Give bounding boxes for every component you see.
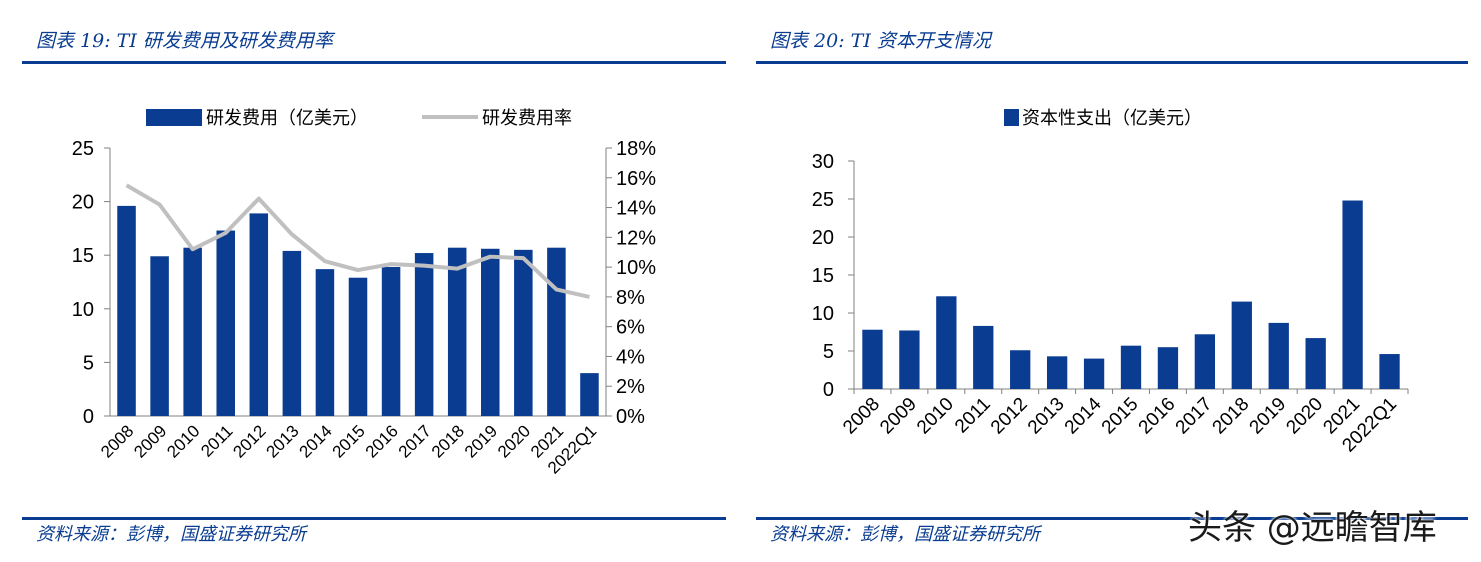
- bar-capex: [936, 296, 957, 389]
- figure-20-title: 图表 20: TI 资本开支情况: [770, 30, 991, 52]
- x-tick-label: 2019: [1246, 394, 1291, 439]
- bar-capex: [973, 325, 994, 389]
- y-tick-label: 10: [72, 299, 94, 321]
- line-rd-ratio: [125, 183, 590, 299]
- source-divider: [22, 517, 726, 520]
- bar-rd-expense: [315, 269, 335, 416]
- legend-label-bar: 资本性支出（亿美元）: [1022, 108, 1202, 128]
- x-tick-label: 2017: [1172, 394, 1217, 439]
- x-tick-label: 2014: [296, 421, 336, 461]
- y-tick-label: 0: [823, 379, 834, 401]
- y2-tick-label: 2%: [616, 376, 645, 398]
- x-tick-label: 2019: [461, 421, 501, 461]
- y2-tick-label: 18%: [616, 138, 656, 160]
- bar-capex: [862, 329, 883, 389]
- y2-tick-label: 0%: [616, 406, 645, 428]
- bar-capex: [1010, 350, 1031, 389]
- y-tick-label: 5: [83, 352, 94, 374]
- y-tick-label: 20: [812, 227, 834, 249]
- y-tick-label: 30: [812, 151, 834, 173]
- figure-20-source: 资料来源：彭博，国盛证券研究所: [770, 524, 1040, 545]
- x-tick-label: 2020: [494, 421, 534, 461]
- bar-rd-expense: [216, 230, 235, 416]
- x-tick-label: 2012: [987, 394, 1032, 439]
- bar-capex: [1157, 347, 1179, 389]
- title-divider: [22, 61, 726, 64]
- y2-tick-label: 16%: [616, 168, 656, 190]
- bar-capex: [1046, 356, 1068, 389]
- legend-swatch-bar: [1004, 109, 1019, 126]
- bar-rd-expense: [183, 247, 202, 416]
- bar-capex: [1231, 301, 1252, 389]
- bar-capex: [1083, 358, 1105, 389]
- x-tick-label: 2009: [876, 394, 921, 439]
- bar-rd-expense: [150, 256, 169, 416]
- y-tick-label: 0: [83, 406, 94, 428]
- y2-tick-label: 8%: [616, 287, 645, 309]
- bar-rd-expense: [117, 205, 136, 416]
- y-tick-label: 15: [72, 245, 94, 267]
- bar-rd-expense: [381, 266, 401, 416]
- x-tick-label: 2012: [229, 421, 269, 461]
- x-tick-label: 2008: [97, 421, 137, 461]
- x-tick-label: 2015: [1098, 394, 1143, 439]
- watermark-text: 头条 @远瞻智库: [1188, 508, 1437, 548]
- bar-capex: [899, 330, 920, 389]
- x-tick-label: 2018: [1209, 394, 1254, 439]
- bar-rd-expense: [481, 248, 500, 416]
- bar-rd-expense: [547, 247, 566, 416]
- bar-capex: [1305, 338, 1326, 389]
- legend-label-bar: 研发费用（亿美元）: [206, 108, 368, 128]
- capex-chart: 0 5 10 15 20 25 30 2008200920102011201220132014…: [812, 108, 1409, 456]
- y-tick-label: 25: [72, 138, 94, 160]
- bar-rd-expense: [282, 250, 302, 416]
- bar-capex: [1194, 334, 1216, 389]
- x-tick-label: 2015: [329, 421, 369, 461]
- x-tick-label: 2011: [197, 421, 236, 460]
- legend-label-line: 研发费用率: [482, 108, 572, 128]
- bar-rd-expense: [414, 253, 434, 416]
- figure-19-source: 资料来源：彭博，国盛证券研究所: [36, 524, 306, 545]
- x-tick-label: 2017: [395, 421, 435, 461]
- x-tick-label: 2016: [362, 421, 402, 461]
- x-tick-label: 2011: [951, 394, 995, 438]
- x-tick-label: 2018: [428, 421, 468, 461]
- y2-tick-label: 12%: [616, 227, 656, 249]
- x-tick-label: 2009: [130, 421, 170, 461]
- bar-capex: [1379, 354, 1400, 389]
- bar-rd-expense: [447, 247, 467, 416]
- y2-tick-label: 14%: [616, 198, 656, 220]
- x-tick-label: 2008: [839, 394, 884, 439]
- capex-figure: 图表 20: TI 资本开支情况 0 5 10 15 20 25 30 2008 2009 201…: [756, 0, 1468, 562]
- rd-expense-chart: 05101520250%2%4%6%8%10%12%14%16%18%20082…: [72, 108, 656, 478]
- y-tick-label: 10: [812, 303, 834, 325]
- source-divider: [756, 517, 1468, 520]
- y-tick-label: 20: [72, 192, 94, 214]
- bar-rd-expense: [580, 373, 599, 416]
- x-tick-label: 2016: [1135, 394, 1180, 439]
- bar-rd-expense: [514, 249, 533, 416]
- bar-capex: [1342, 200, 1363, 389]
- x-tick-label: 2013: [1024, 394, 1069, 439]
- x-tick-label: 2010: [163, 421, 203, 461]
- y-tick-label: 25: [812, 189, 834, 211]
- rd-expense-figure: 图表 19: TI 研发费用及研发费用率 0 5 10 15 20 25 0% 2% 4% 6% 8…: [22, 0, 726, 562]
- y-tick-label: 15: [812, 265, 834, 287]
- title-divider: [756, 61, 1468, 64]
- legend-swatch-bar: [146, 109, 202, 126]
- x-tick-label: 2010: [913, 394, 958, 439]
- x-tick-label: 2013: [263, 421, 303, 461]
- x-tick-label: 2014: [1061, 393, 1106, 438]
- y-tick-label: 5: [823, 341, 834, 363]
- figure-19-title: 图表 19: TI 研发费用及研发费用率: [36, 30, 333, 52]
- bar-rd-expense: [249, 213, 269, 416]
- bar-capex: [1268, 322, 1289, 389]
- bar-capex: [1120, 345, 1142, 389]
- x-tick-label: 2020: [1282, 394, 1327, 439]
- y2-tick-label: 10%: [616, 257, 656, 279]
- bar-rd-expense: [348, 277, 368, 416]
- y2-tick-label: 4%: [616, 346, 645, 368]
- y2-tick-label: 6%: [616, 317, 645, 339]
